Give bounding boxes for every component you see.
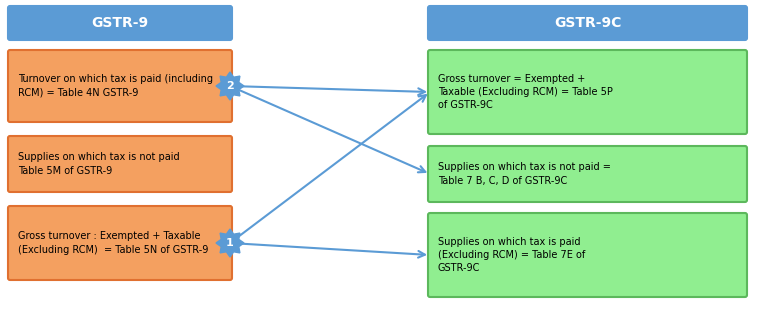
Text: Supplies on which tax is paid
(Excluding RCM) = Table 7E of
GSTR-9C: Supplies on which tax is paid (Excluding… bbox=[438, 237, 585, 273]
Text: Supplies on which tax is not paid
Table 5M of GSTR-9: Supplies on which tax is not paid Table … bbox=[18, 152, 180, 176]
FancyBboxPatch shape bbox=[428, 50, 747, 134]
FancyBboxPatch shape bbox=[428, 213, 747, 297]
Polygon shape bbox=[216, 72, 244, 100]
Polygon shape bbox=[216, 229, 244, 257]
Text: GSTR-9: GSTR-9 bbox=[91, 16, 148, 30]
Text: Gross turnover = Exempted +
Taxable (Excluding RCM) = Table 5P
of GSTR-9C: Gross turnover = Exempted + Taxable (Exc… bbox=[438, 74, 613, 110]
Text: 2: 2 bbox=[226, 81, 234, 91]
Text: Supplies on which tax is not paid =
Table 7 B, C, D of GSTR-9C: Supplies on which tax is not paid = Tabl… bbox=[438, 162, 611, 186]
FancyBboxPatch shape bbox=[8, 206, 232, 280]
Text: 1: 1 bbox=[226, 238, 234, 248]
FancyBboxPatch shape bbox=[428, 6, 747, 40]
Text: Turnover on which tax is paid (including
RCM) = Table 4N GSTR-9: Turnover on which tax is paid (including… bbox=[18, 74, 213, 97]
FancyBboxPatch shape bbox=[8, 6, 232, 40]
FancyBboxPatch shape bbox=[428, 146, 747, 202]
Text: GSTR-9C: GSTR-9C bbox=[554, 16, 621, 30]
FancyBboxPatch shape bbox=[8, 136, 232, 192]
Text: Gross turnover : Exempted + Taxable
(Excluding RCM)  = Table 5N of GSTR-9: Gross turnover : Exempted + Taxable (Exc… bbox=[18, 231, 208, 254]
FancyBboxPatch shape bbox=[8, 50, 232, 122]
